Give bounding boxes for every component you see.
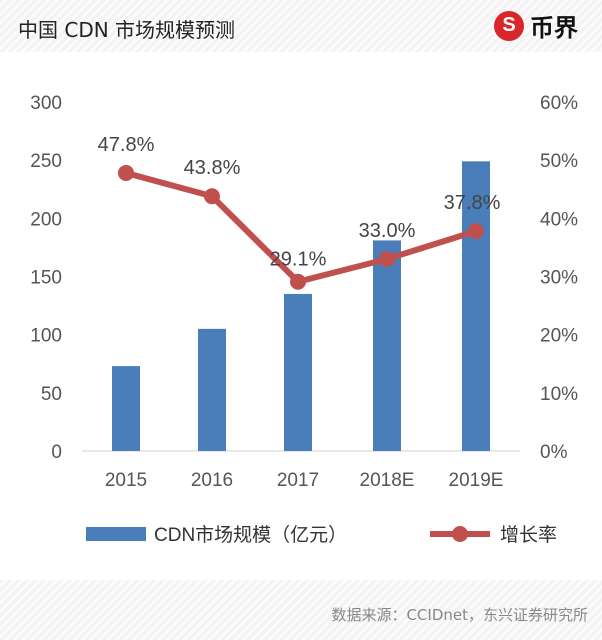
y-right-tick: 60% — [540, 93, 578, 114]
growth-label: 37.8% — [444, 192, 501, 214]
growth-point-2015 — [118, 164, 134, 181]
logo-text: 币界 — [530, 14, 578, 42]
y-right-tick: 20% — [540, 326, 578, 347]
bar-2017 — [284, 293, 312, 451]
growth-point-2016 — [204, 188, 220, 205]
legend-bar-swatch — [86, 527, 146, 541]
y-left-tick: 300 — [30, 93, 62, 114]
y-right-tick: 40% — [540, 209, 578, 230]
growth-point-2019E — [468, 223, 484, 240]
growth-point-2017 — [290, 273, 306, 290]
y-left-tick: 0 — [51, 442, 62, 463]
y-right-tick: 0% — [540, 442, 568, 463]
growth-label: 47.8% — [98, 134, 155, 156]
y-left-tick: 50 — [41, 384, 62, 405]
logo: S 币界 — [494, 8, 578, 43]
legend-line-marker — [452, 526, 468, 542]
y-left-tick: 200 — [30, 209, 62, 230]
x-tick: 2017 — [277, 470, 319, 491]
bar-2016 — [198, 328, 226, 451]
growth-point-2018E — [379, 251, 395, 268]
legend-bar-label: CDN市场规模（亿元） — [154, 524, 347, 546]
y-right-tick: 50% — [540, 151, 578, 172]
growth-label: 29.1% — [270, 249, 327, 271]
y-left-tick: 150 — [30, 268, 62, 289]
growth-label: 43.8% — [184, 157, 241, 179]
growth-label: 33.0% — [359, 220, 416, 242]
y-left-tick: 100 — [30, 326, 62, 347]
bar-2018E — [373, 240, 401, 451]
x-tick: 2015 — [105, 470, 147, 491]
source-note: 数据来源：CCIDnet，东兴证券研究所 — [331, 606, 588, 624]
y-right-tick: 10% — [540, 384, 578, 405]
x-tick: 2019E — [449, 470, 504, 491]
legend-line-label: 增长率 — [500, 524, 557, 546]
bar-2015 — [112, 366, 140, 451]
y-right-tick: 30% — [540, 268, 578, 289]
x-tick: 2016 — [191, 470, 233, 491]
y-left-tick: 250 — [30, 151, 62, 172]
x-tick: 2018E — [360, 470, 415, 491]
bar-2019E — [462, 161, 490, 451]
logo-icon: S — [494, 10, 524, 41]
footer-band — [0, 580, 602, 640]
page-title: 中国 CDN 市场规模预测 — [18, 18, 236, 42]
